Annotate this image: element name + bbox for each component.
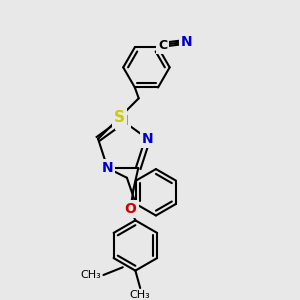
Text: N: N	[181, 35, 193, 50]
Text: C: C	[158, 39, 167, 52]
Text: CH₃: CH₃	[130, 290, 151, 300]
Text: CH₃: CH₃	[81, 270, 101, 280]
Text: O: O	[124, 202, 136, 216]
Text: S: S	[114, 110, 125, 125]
Text: N: N	[102, 161, 113, 175]
Text: N: N	[142, 132, 154, 146]
Text: N: N	[117, 114, 129, 128]
